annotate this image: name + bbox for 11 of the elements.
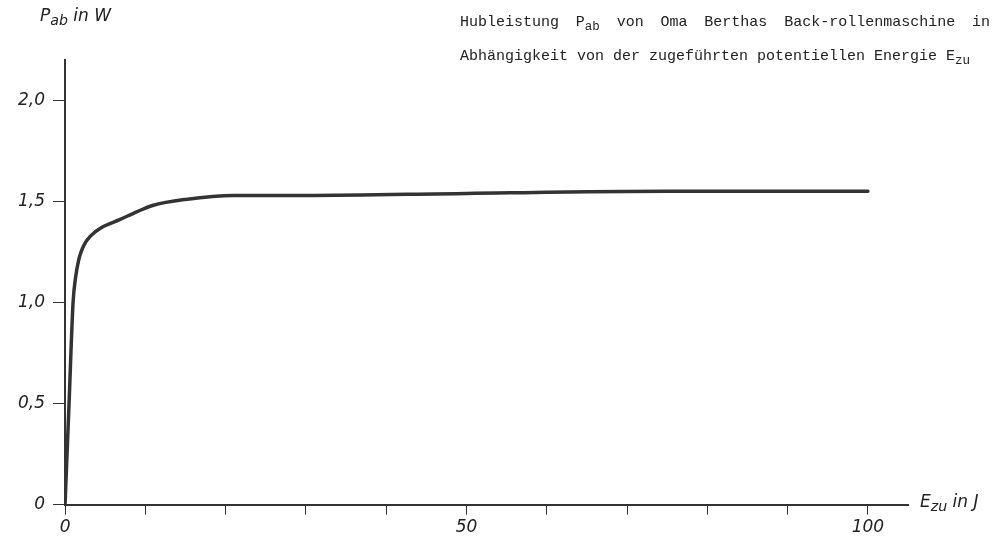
x-tick-label: 100 <box>851 516 885 537</box>
y-tick-label: 1,5 <box>17 189 46 210</box>
y-tick-label: 0 <box>34 493 46 514</box>
x-tick-label: 50 <box>455 516 478 537</box>
y-tick-label: 0,5 <box>17 391 46 412</box>
x-axis-title: E$_{zu}$ in J <box>920 490 979 514</box>
x-tick-label: 0 <box>59 516 71 537</box>
y-axis-title: P$_{ab}$ in W <box>40 5 112 29</box>
y-tick-label: 1,0 <box>17 290 46 311</box>
chart-title: Hubleistung P$_{ab}$ von Oma Berthas Back-rollenmaschine in Abhängigkeit von der zugeführten potentiellen Energie E$_{zu}$ <box>460 14 990 68</box>
y-tick-label: 2,0 <box>17 88 46 109</box>
